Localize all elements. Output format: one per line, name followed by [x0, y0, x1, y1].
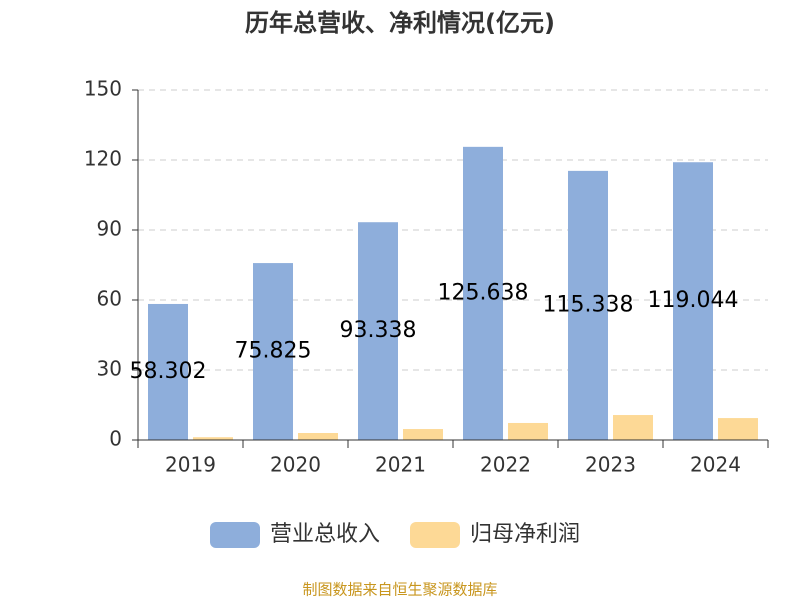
x-tick-label: 2023: [585, 453, 636, 477]
bar: [358, 222, 398, 440]
bar: [463, 146, 503, 440]
y-tick-label: 120: [84, 147, 122, 171]
source-note: 制图数据来自恒生聚源数据库: [302, 581, 497, 599]
bar: [718, 418, 758, 440]
bar: [298, 433, 338, 440]
bar: [568, 170, 608, 441]
y-tick-label: 0: [109, 427, 122, 451]
x-tick-label: 2022: [480, 453, 531, 477]
bar: [148, 303, 188, 440]
data-label: 93.338: [340, 318, 417, 343]
legend-label: 归母净利润: [470, 522, 580, 547]
data-label: 119.044: [648, 288, 739, 313]
x-tick-label: 2020: [270, 453, 321, 477]
chart-title: 历年总营收、净利情况(亿元): [245, 9, 555, 37]
bar: [403, 429, 443, 440]
legend-swatch: [210, 522, 260, 548]
y-tick-label: 60: [97, 287, 122, 311]
x-tick-label: 2024: [690, 453, 741, 477]
y-tick-label: 150: [84, 77, 122, 101]
x-tick-label: 2021: [375, 453, 426, 477]
legend-swatch: [410, 522, 460, 548]
bar: [253, 263, 293, 440]
y-tick-label: 30: [97, 357, 122, 381]
legend-label: 营业总收入: [270, 522, 380, 547]
data-label: 115.338: [543, 292, 634, 317]
bar: [508, 422, 548, 440]
data-label: 75.825: [235, 339, 312, 364]
x-tick-label: 2019: [165, 453, 216, 477]
bar: [613, 415, 653, 440]
bar: [673, 162, 713, 441]
bar: [193, 437, 233, 440]
y-tick-label: 90: [97, 217, 122, 241]
data-label: 125.638: [438, 280, 529, 305]
data-label: 58.302: [130, 359, 207, 384]
